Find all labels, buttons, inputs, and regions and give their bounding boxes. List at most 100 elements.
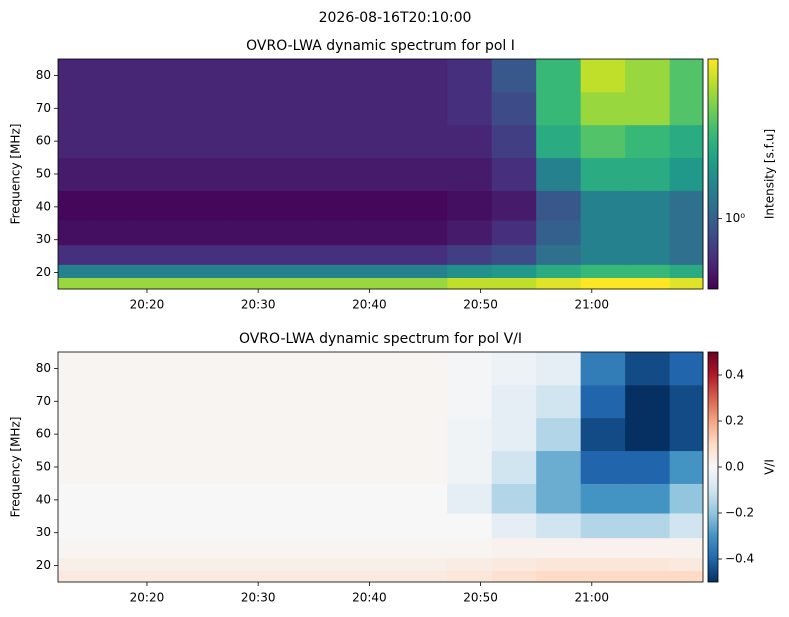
heatmap-cell: [58, 570, 92, 583]
heatmap-cell: [402, 483, 448, 514]
heatmap-cell: [180, 483, 226, 514]
heatmap-cell: [135, 264, 181, 278]
heatmap-cell: [224, 220, 270, 246]
heatmap-cell: [313, 417, 359, 452]
x-tick-label: 20:30: [241, 591, 276, 605]
heatmap-cell: [447, 244, 493, 265]
heatmap-cell: [91, 570, 137, 583]
y-tick-label: 60: [36, 427, 51, 441]
heatmap-cell: [269, 157, 315, 191]
y-tick-label: 80: [36, 68, 51, 82]
heatmap-cell: [135, 157, 181, 191]
heatmap-cell: [358, 483, 404, 514]
figure-title: 2026-08-16T20:10:00: [319, 10, 472, 26]
heatmap-cell: [358, 91, 404, 126]
heatmap-cell: [402, 417, 448, 452]
heatmap-cell: [135, 190, 181, 221]
heatmap-cell: [358, 244, 404, 265]
y-tick-label: 30: [36, 525, 51, 539]
heatmap-cell: [358, 157, 404, 191]
heatmap-cell: [91, 277, 137, 290]
chart-title: OVRO-LWA dynamic spectrum for pol V/I: [239, 331, 522, 347]
heatmap-cell: [447, 157, 493, 191]
heatmap-cell: [91, 124, 137, 159]
y-tick-label: 70: [36, 101, 51, 115]
heatmap-cell: [58, 190, 92, 221]
heatmap-cell: [58, 513, 92, 539]
heatmap-cell: [180, 157, 226, 191]
heatmap-cell: [180, 384, 226, 419]
heatmap-cell: [58, 450, 92, 484]
heatmap-cell: [447, 277, 493, 290]
heatmap-cell: [536, 483, 582, 514]
heatmap-cell: [313, 59, 359, 93]
heatmap-cell: [58, 91, 92, 126]
heatmap-cell: [224, 513, 270, 539]
heatmap-cell: [91, 417, 137, 452]
heatmap-cell: [180, 277, 226, 290]
heatmap-cell: [447, 450, 493, 484]
x-tick-label: 20:50: [463, 591, 498, 605]
heatmap-cell: [358, 384, 404, 419]
heatmap-cell: [358, 417, 404, 452]
heatmap-cell: [313, 264, 359, 278]
heatmap-cell: [224, 264, 270, 278]
heatmap-cell: [358, 352, 404, 386]
heatmap-cell: [491, 537, 537, 558]
heatmap-cell: [91, 557, 137, 571]
heatmap-cell: [180, 91, 226, 126]
x-tick-label: 20:30: [241, 298, 276, 312]
heatmap-cell: [491, 220, 537, 246]
heatmap-cell: [91, 220, 137, 246]
heatmap-cell: [491, 277, 537, 290]
heatmap-cell: [269, 244, 315, 265]
heatmap-cell: [402, 570, 448, 583]
heatmap-cell: [313, 557, 359, 571]
heatmap-cell: [491, 417, 537, 452]
heatmap-cell: [91, 190, 137, 221]
heatmap-cell: [491, 513, 537, 539]
heatmap-cell: [580, 244, 626, 265]
colorbar-tick-label: 0.2: [725, 414, 744, 428]
heatmap-cell: [669, 557, 704, 571]
heatmap-cell: [447, 59, 493, 93]
colorbar-tick-label: 0.0: [725, 460, 744, 474]
heatmap-cell: [402, 124, 448, 159]
heatmap-cell: [625, 483, 671, 514]
heatmap-cell: [224, 483, 270, 514]
heatmap-cell: [625, 264, 671, 278]
heatmap-cell: [669, 513, 704, 539]
chart-title: OVRO-LWA dynamic spectrum for pol I: [246, 38, 515, 54]
heatmap-cell: [180, 244, 226, 265]
y-tick-label: 60: [36, 134, 51, 148]
heatmap-cell: [358, 277, 404, 290]
heatmap-cell: [536, 417, 582, 452]
colorbar-label: Intensity [s.f.u]: [763, 129, 777, 219]
heatmap-cell: [224, 91, 270, 126]
heatmap-cell: [269, 417, 315, 452]
heatmap-cell: [58, 384, 92, 419]
heatmap-cell: [625, 124, 671, 159]
heatmap-cell: [580, 537, 626, 558]
heatmap-cell: [91, 244, 137, 265]
heatmap-cell: [580, 220, 626, 246]
heatmap-cell: [402, 59, 448, 93]
heatmap-cell: [669, 483, 704, 514]
heatmap-cell: [447, 264, 493, 278]
heatmap-cell: [536, 59, 582, 93]
y-tick-label: 70: [36, 394, 51, 408]
heatmap-cell: [536, 570, 582, 583]
heatmap-cell: [269, 384, 315, 419]
heatmap-cell: [536, 124, 582, 159]
heatmap-cell: [91, 157, 137, 191]
heatmap-cell: [313, 537, 359, 558]
heatmap-cell: [536, 244, 582, 265]
heatmap-cell: [402, 244, 448, 265]
heatmap-cell: [224, 124, 270, 159]
heatmap-cell: [135, 220, 181, 246]
heatmap-cell: [58, 557, 92, 571]
heatmap-cell: [491, 124, 537, 159]
heatmap-cell: [58, 483, 92, 514]
heatmap-cell: [224, 59, 270, 93]
heatmap-cell: [358, 59, 404, 93]
